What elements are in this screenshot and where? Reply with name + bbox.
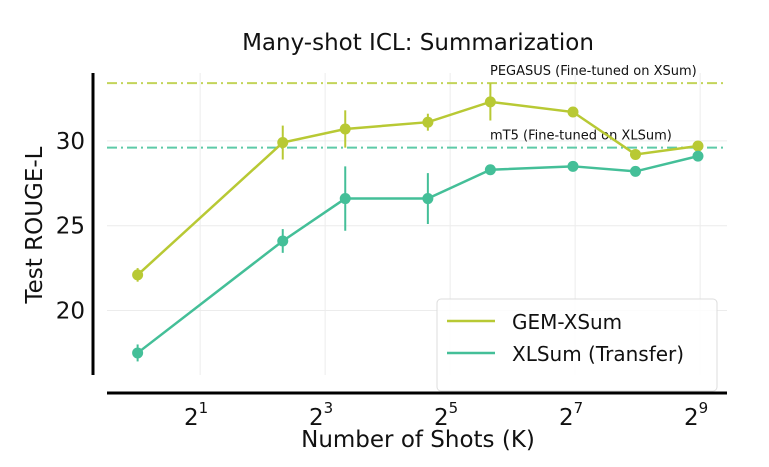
x-tick-label: 27 xyxy=(559,399,583,431)
x-tick-exponent: 9 xyxy=(699,399,709,417)
data-point xyxy=(692,140,704,152)
x-tick-label: 29 xyxy=(684,399,708,431)
data-point xyxy=(422,193,434,205)
data-point xyxy=(629,148,641,160)
data-point xyxy=(484,96,496,108)
x-axis-label: Number of Shots (K) xyxy=(301,427,535,453)
y-tick-label: 25 xyxy=(56,214,85,240)
legend-frame xyxy=(436,298,718,392)
data-point xyxy=(339,123,351,135)
chart-title: Many-shot ICL: Summarization xyxy=(242,30,594,56)
x-tick-exponent: 3 xyxy=(324,399,334,417)
data-point xyxy=(692,150,704,162)
reference-line-label: mT5 (Fine-tuned on XLSum) xyxy=(490,129,672,144)
series-line xyxy=(136,154,699,354)
legend-label: GEM-XSum xyxy=(512,310,622,334)
data-point xyxy=(132,269,144,281)
data-point xyxy=(339,193,351,205)
legend: GEM-XSum XLSum (Transfer) xyxy=(436,298,718,392)
y-tick-label: 20 xyxy=(56,299,85,325)
reference-line-label: PEGASUS (Fine-tuned on XSum) xyxy=(490,64,697,79)
y-tick-label: 30 xyxy=(56,129,85,155)
data-point xyxy=(567,160,579,172)
data-point xyxy=(277,235,289,247)
data-point xyxy=(132,347,144,359)
data-point xyxy=(277,137,289,149)
data-point xyxy=(484,164,496,176)
data-point xyxy=(567,106,579,118)
x-tick-label: 21 xyxy=(184,399,208,431)
series-line xyxy=(136,100,699,276)
x-tick-exponent: 5 xyxy=(449,399,459,417)
x-tick-exponent: 1 xyxy=(199,399,209,417)
x-tick-exponent: 7 xyxy=(574,399,584,417)
y-axis-label: Test ROUGE-L xyxy=(22,146,48,304)
legend-label: XLSum (Transfer) xyxy=(512,342,684,366)
data-point xyxy=(629,165,641,177)
data-point xyxy=(422,116,434,128)
